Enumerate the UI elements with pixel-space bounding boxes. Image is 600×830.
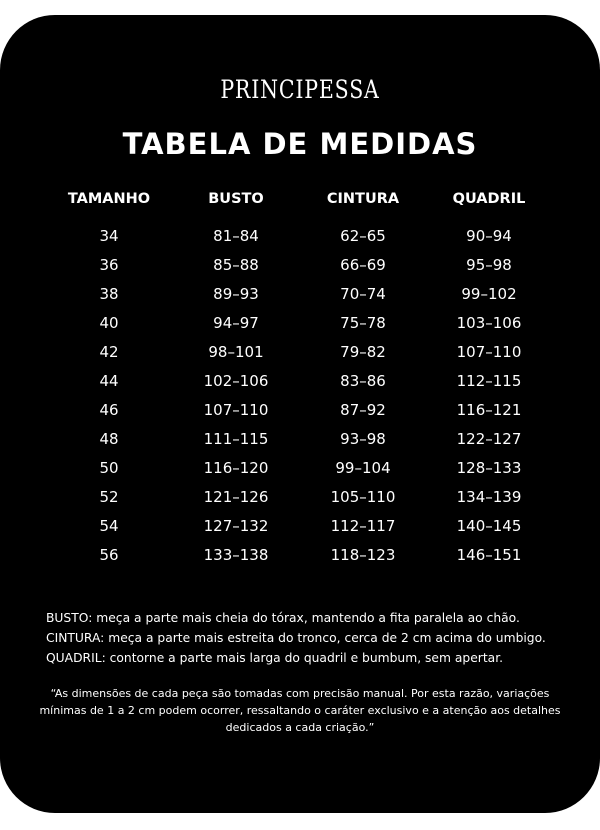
table-cell: 66–69 [340,256,386,274]
table-cell: 94–97 [213,314,259,332]
note-busto: BUSTO: meça a parte mais cheia do tórax,… [46,611,520,625]
table-cell: 111–115 [203,430,269,448]
table-cell: 44 [99,372,119,390]
table-cell: 40 [99,314,119,332]
measurement-notes: BUSTO: meça a parte mais cheia do tórax,… [46,608,546,668]
table-cell: 112–115 [456,372,522,390]
table-cell: 42 [99,343,119,361]
table-cell: 121–126 [203,488,269,506]
table-row: 38 89–93 70–74 99–102 [0,285,600,305]
table-cell: 99–104 [335,459,391,477]
note-quadril: QUADRIL: contorne a parte mais larga do … [46,651,504,665]
table-cell: 140–145 [456,517,522,535]
table-cell: 127–132 [203,517,269,535]
table-row: 44 102–106 83–86 112–115 [0,372,600,392]
table-cell: 50 [99,459,119,477]
table-cell: 107–110 [456,343,522,361]
table-row: 54 127–132 112–117 140–145 [0,517,600,537]
table-cell: 118–123 [330,546,396,564]
disclaimer-quote: “As dimensões de cada peça são tomadas c… [39,687,561,734]
table-cell: 95–98 [466,256,512,274]
table-cell: 87–92 [340,401,386,419]
table-cell: 93–98 [340,430,386,448]
table-row: 40 94–97 75–78 103–106 [0,314,600,334]
table-cell: 134–139 [456,488,522,506]
table-cell: 103–106 [456,314,522,332]
table-row: 46 107–110 87–92 116–121 [0,401,600,421]
table-cell: 107–110 [203,401,269,419]
header-busto: BUSTO [208,191,264,207]
table-cell: 116–120 [203,459,269,477]
header-cintura: CINTURA [326,191,400,207]
table-cell: 133–138 [203,546,269,564]
table-row: 34 81–84 62–65 90–94 [0,227,600,247]
table-cell: 46 [99,401,119,419]
table-cell: 34 [99,227,119,245]
table-cell: 105–110 [330,488,396,506]
table-cell: 116–121 [456,401,522,419]
note-cintura: CINTURA: meça a parte mais estreita do t… [46,631,546,645]
table-cell: 62–65 [340,227,386,245]
table-cell: 48 [99,430,119,448]
table-cell: 102–106 [203,372,269,390]
table-cell: 122–127 [456,430,522,448]
table-cell: 90–94 [466,227,512,245]
table-row: 52 121–126 105–110 134–139 [0,488,600,508]
table-row: 50 116–120 99–104 128–133 [0,459,600,479]
header-tamanho: TAMANHO [67,191,151,207]
table-cell: 70–74 [340,285,386,303]
size-chart-card: PRINCIPESSA TABELA DE MEDIDAS TAMANHO BU… [0,15,600,813]
table-cell: 75–78 [340,314,386,332]
table-cell: 81–84 [213,227,259,245]
table-cell: 146–151 [456,546,522,564]
table-cell: 98–101 [208,343,264,361]
table-cell: 38 [99,285,119,303]
table-cell: 36 [99,256,119,274]
page-title: TABELA DE MEDIDAS [122,127,478,161]
table-row: 48 111–115 93–98 122–127 [0,430,600,450]
table-cell: 52 [99,488,119,506]
table-row: 56 133–138 118–123 146–151 [0,546,600,566]
brand-logo: PRINCIPESSA [220,75,380,104]
table-cell: 79–82 [340,343,386,361]
table-cell: 89–93 [213,285,259,303]
table-cell: 112–117 [330,517,396,535]
table-row: 42 98–101 79–82 107–110 [0,343,600,363]
header-quadril: QUADRIL [452,191,526,207]
table-cell: 128–133 [456,459,522,477]
table-cell: 56 [99,546,119,564]
table-cell: 99–102 [461,285,517,303]
table-cell: 85–88 [213,256,259,274]
table-cell: 54 [99,517,119,535]
table-cell: 83–86 [340,372,386,390]
table-row: 36 85–88 66–69 95–98 [0,256,600,276]
table-header: TAMANHO BUSTO CINTURA QUADRIL [0,191,600,211]
